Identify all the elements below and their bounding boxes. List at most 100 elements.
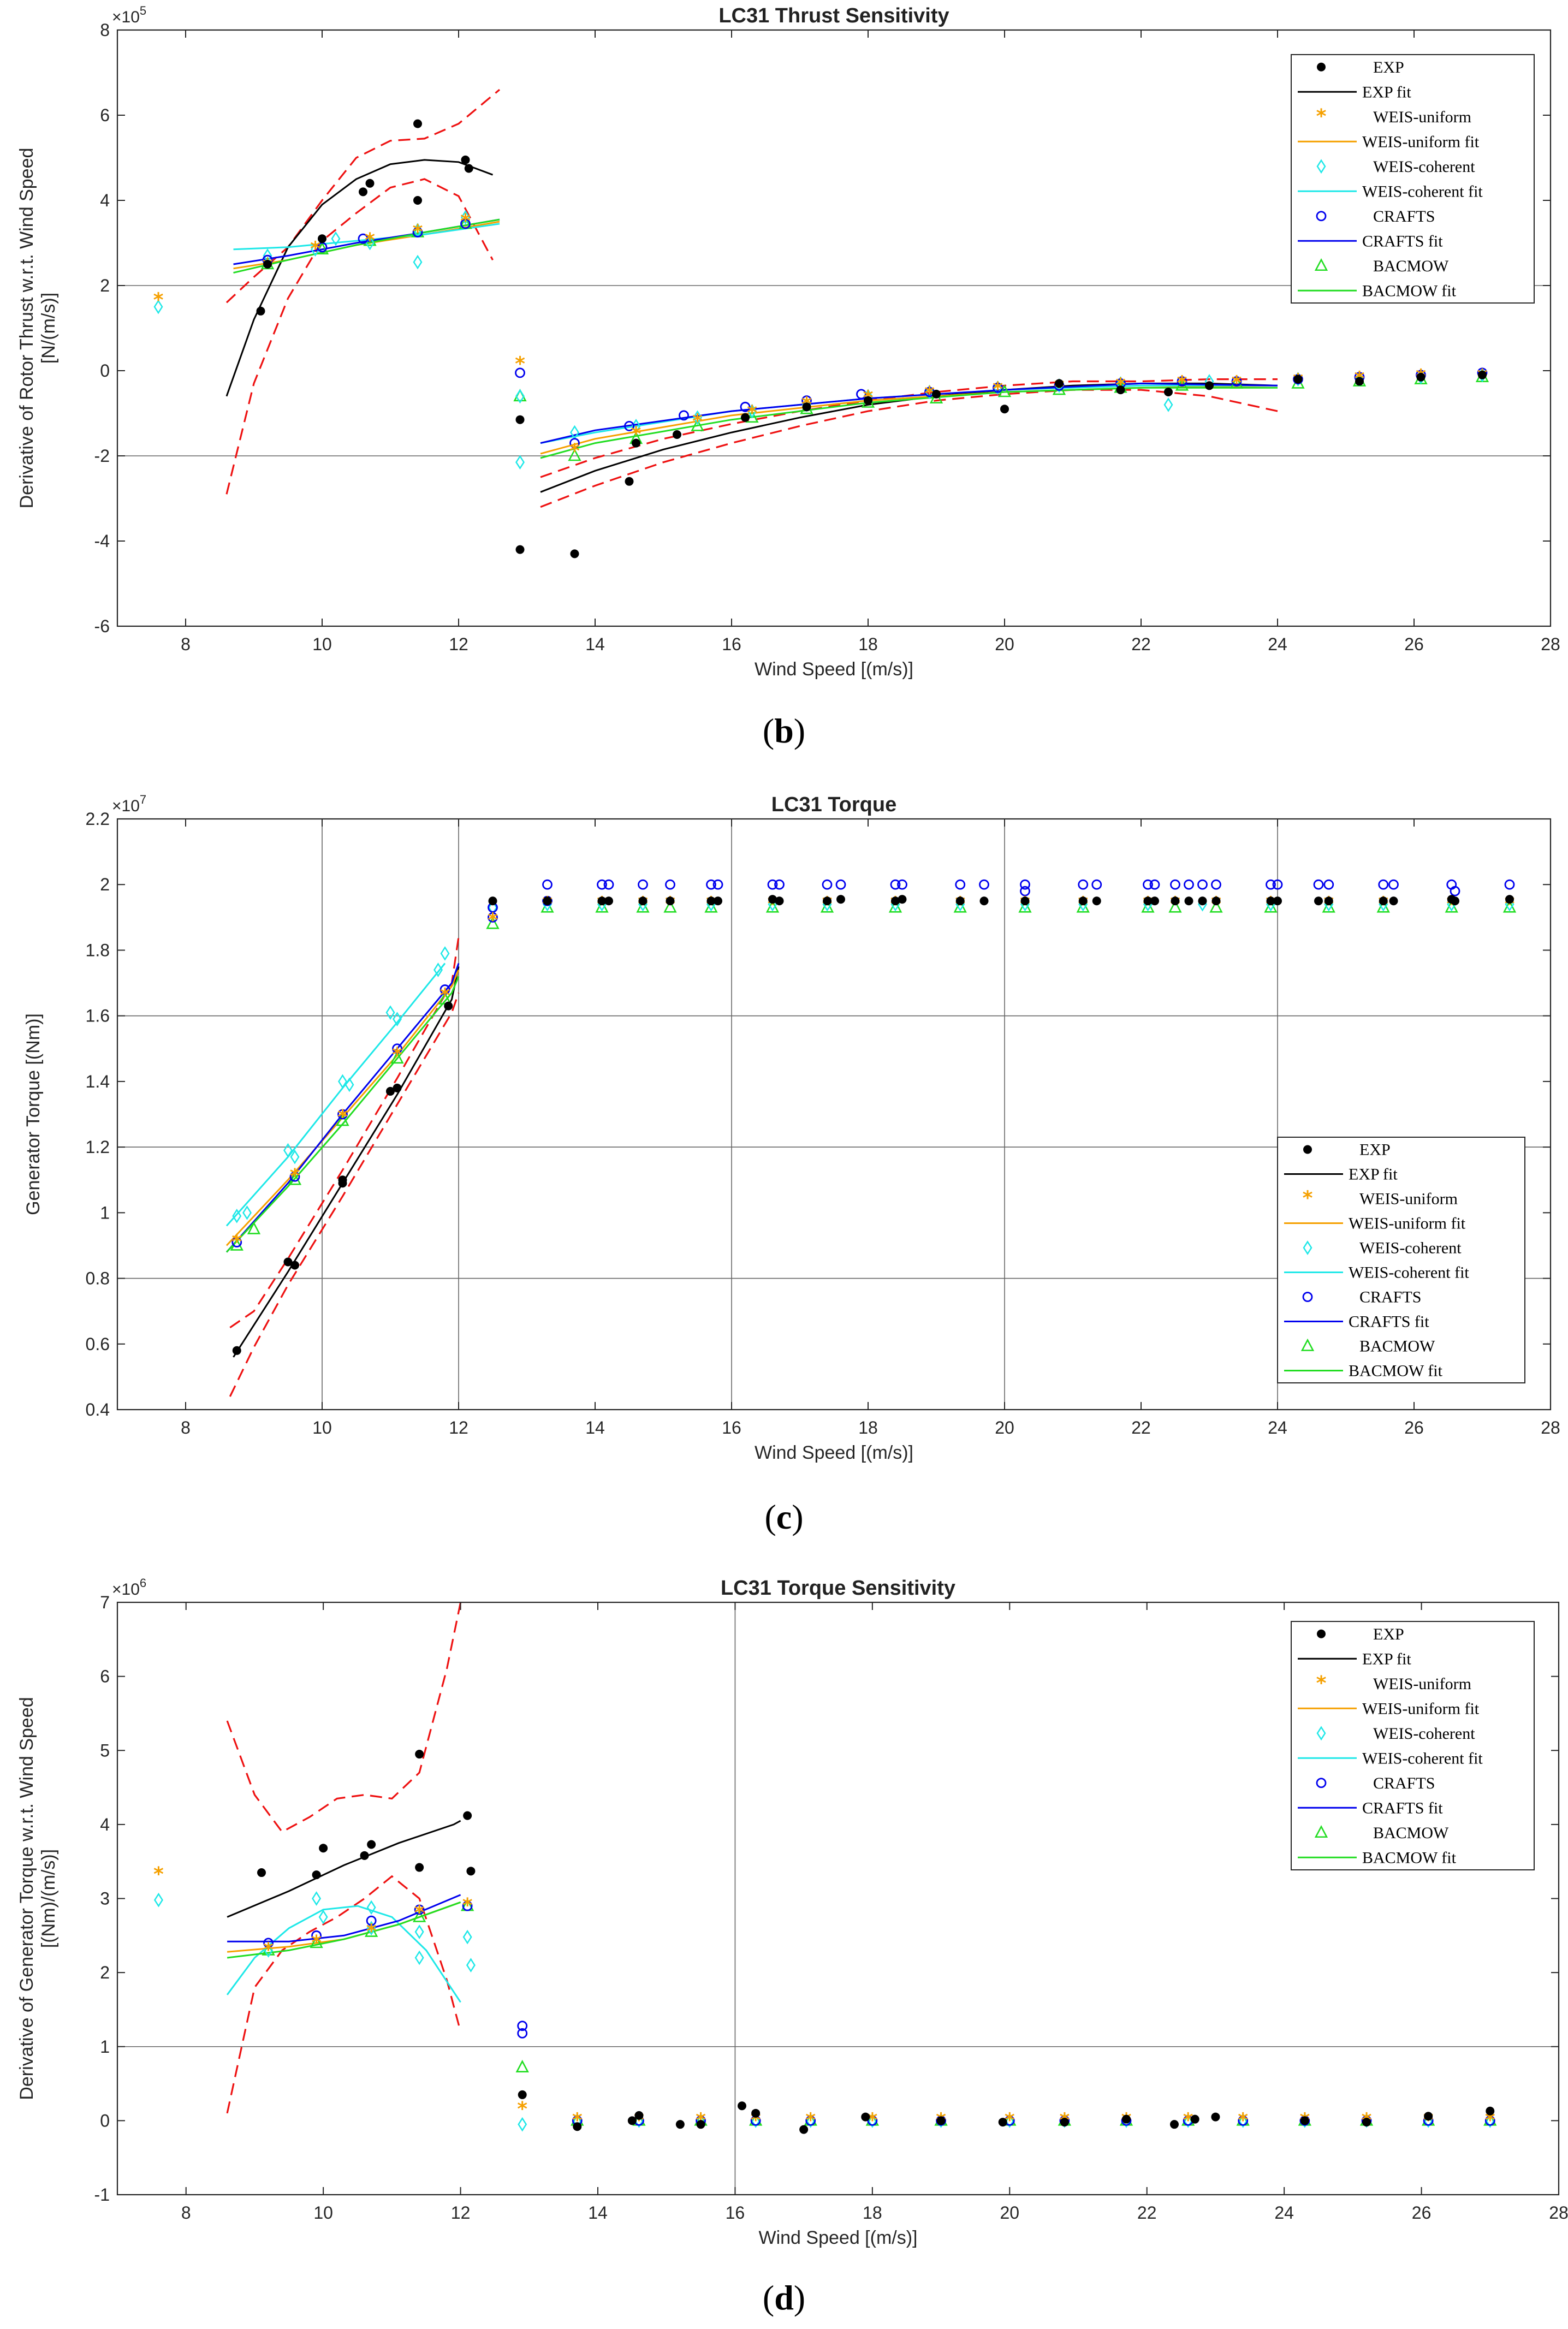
legend: EXP EXP fit * WEIS-uniform WEIS-uniform fit W…: [1291, 1621, 1535, 1870]
chart-0-crafts-point: [358, 233, 369, 244]
confidence-bound-line: [229, 993, 460, 1397]
chart-panel-c: *************************810121416182022…: [23, 793, 1560, 1463]
chart-2-exp-point: [936, 2116, 946, 2125]
y-exponent-label: ×107: [112, 793, 146, 815]
legend-label-exp-fit: EXP fit: [1362, 83, 1411, 101]
chart-1-crafts-point: [488, 912, 498, 923]
chart-1-exp-point: [666, 896, 675, 906]
legend-label-weis-coherent: WEIS-coherent: [1373, 1725, 1475, 1743]
chart-1-weis-uniform-point: *: [231, 1231, 242, 1253]
chart-1-exp-point: [1211, 896, 1221, 906]
y-tick-label: 7: [100, 1593, 110, 1612]
chart-2-exp-point: [360, 1851, 369, 1860]
chart-2-crafts-point: [462, 1900, 473, 1911]
legend-label-weis-uniform-fit: WEIS-uniform fit: [1362, 133, 1480, 151]
chart-1-bacmow-point: [336, 1113, 349, 1126]
chart-0-exp-point: [932, 389, 941, 399]
chart-1-crafts-point: [1020, 886, 1030, 896]
axes-box: [116, 29, 1552, 627]
legend-label-crafts: CRAFTS: [1373, 1774, 1435, 1792]
chart-0-weis-coherent-point: [331, 231, 341, 246]
fit-line-exp-fit: [233, 966, 460, 1358]
legend-label-exp: EXP: [1373, 58, 1404, 76]
chart-0-weis-uniform-point: *: [515, 353, 525, 375]
chart-2-exp-point: [1190, 2114, 1199, 2124]
legend-label-crafts-fit: CRAFTS fit: [1362, 232, 1443, 250]
chart-0-weis-coherent-point: [1316, 159, 1326, 174]
legend-label-crafts-fit: CRAFTS fit: [1362, 1799, 1443, 1817]
chart-1-bacmow-point: [247, 1221, 261, 1234]
chart-1-exp-point: [891, 896, 900, 906]
chart-2-bacmow-point: [310, 1935, 323, 1948]
chart-2-weis-uniform-point: *: [1485, 2109, 1495, 2131]
chart-0-exp-point: [413, 196, 422, 205]
chart-1-exp-point: [232, 1346, 241, 1355]
x-tick-label: 12: [449, 1418, 468, 1437]
chart-2-exp-point: [463, 1811, 472, 1820]
legend-label-bacmow-fit: BACMOW fit: [1349, 1362, 1443, 1380]
chart-2-weis-uniform-point: *: [153, 1863, 164, 1886]
y-tick-label: 2: [100, 276, 110, 295]
chart-0-weis-coherent-point: [1163, 397, 1173, 412]
chart-2-weis-coherent-point: [1238, 2113, 1248, 2128]
x-tick-label: 20: [1000, 2203, 1019, 2223]
chart-1-exp-point: [338, 1179, 347, 1188]
chart-panel-d: ***********************81012141618202224…: [16, 1576, 1568, 2248]
axes-box: [116, 818, 1552, 1411]
x-tick-label: 12: [451, 2203, 471, 2223]
chart-0-crafts-point: [679, 410, 689, 421]
chart-0-exp-point: [1416, 372, 1426, 382]
chart-2-weis-uniform-point: *: [414, 1902, 425, 1924]
chart-1-exp-point: [1379, 896, 1388, 906]
chart-0-bacmow-point: [691, 418, 704, 431]
y-tick-label: 2: [100, 1963, 110, 1982]
legend-label-weis-uniform-fit: WEIS-uniform fit: [1362, 1700, 1480, 1718]
chart-1-exp-point: [1266, 896, 1275, 906]
legend-label-exp-fit: EXP fit: [1362, 1650, 1411, 1668]
chart-2-weis-coherent-point: [518, 2117, 527, 2132]
chart-1-exp-point: [1020, 896, 1030, 906]
x-tick-label: 20: [995, 634, 1014, 654]
chart-1-crafts-point: [1302, 1292, 1313, 1302]
legend-label-bacmow-fit: BACMOW fit: [1362, 1849, 1457, 1867]
chart-2-exp-point: [998, 2118, 1007, 2127]
chart-0-exp-point: [864, 396, 872, 405]
y-tick-label: -4: [94, 531, 110, 551]
chart-1-exp-point: [775, 896, 784, 906]
chart-2-weis-coherent-point: [312, 1891, 322, 1906]
chart-2-weis-uniform-point: *: [1005, 2109, 1015, 2131]
x-tick-label: 8: [181, 2203, 191, 2223]
chart-2-weis-coherent-point: [264, 1943, 274, 1958]
chart-0-exp-point: [263, 260, 272, 269]
y-tick-label: 0.8: [86, 1269, 110, 1288]
chart-1-crafts-point: [603, 879, 614, 890]
chart-2-bacmow-point: [1314, 1825, 1328, 1838]
y-tick-label: 2.2: [86, 809, 110, 829]
chart-0-exp-point: [632, 438, 640, 448]
chart-1-crafts-point: [1323, 879, 1334, 890]
chart-1-exp-point: [1451, 896, 1459, 906]
legend-label-crafts-fit: CRAFTS fit: [1349, 1313, 1429, 1331]
chart-2-bacmow-point: [515, 2059, 529, 2073]
x-tick-label: 24: [1268, 634, 1287, 654]
y-tick-label: 3: [100, 1889, 110, 1909]
chart-0-weis-coherent-point: [515, 455, 525, 470]
y-tick-label: 1.8: [86, 940, 110, 960]
chart-2-crafts-point: [263, 1938, 274, 1948]
chart-0-exp-point: [461, 155, 470, 164]
chart-1-exp-point: [604, 896, 613, 906]
chart-2-weis-coherent-point: [466, 1958, 476, 1972]
chart-0-crafts-point: [569, 438, 580, 448]
legend-label-weis-uniform: WEIS-uniform: [1373, 1675, 1471, 1693]
fit-line-weis-coherent-fit: [233, 223, 500, 251]
chart-0-exp-point: [802, 402, 811, 412]
chart-1-exp-point: [488, 896, 497, 906]
y-axis-label: [(Nm)/(m/s)]: [38, 1849, 59, 1948]
chart-0-weis-uniform-point: *: [924, 383, 935, 405]
chart-2-crafts-point: [311, 1930, 322, 1941]
x-tick-label: 14: [585, 634, 605, 654]
chart-1-crafts-point: [638, 879, 648, 890]
chart-0-weis-coherent-point: [993, 380, 1002, 395]
chart-0-bacmow-point: [997, 384, 1012, 397]
